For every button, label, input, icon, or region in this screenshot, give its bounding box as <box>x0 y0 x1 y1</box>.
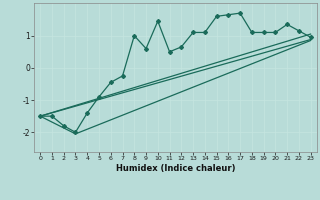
X-axis label: Humidex (Indice chaleur): Humidex (Indice chaleur) <box>116 164 235 173</box>
